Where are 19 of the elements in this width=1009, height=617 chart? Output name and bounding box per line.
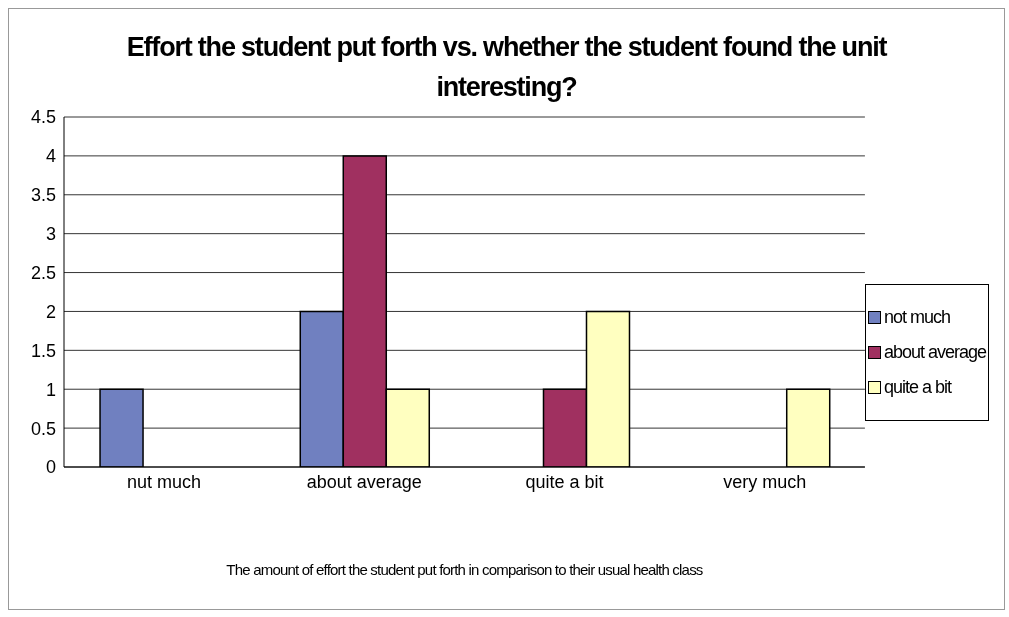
y-tick-label: 0 [45, 457, 56, 478]
y-tick-label: 2.5 [30, 262, 56, 283]
legend-label: not much [882, 306, 951, 328]
y-tick-label: 4.5 [30, 107, 56, 128]
x-tick-label: very much [723, 471, 807, 492]
x-tick-label: about average [306, 471, 422, 492]
legend-label: about average [882, 341, 986, 363]
y-tick-label: 0.5 [30, 418, 56, 439]
y-tick-label: 4 [45, 146, 56, 167]
y-tick-label: 3 [45, 224, 56, 245]
x-axis-title: The amount of effort the student put forth in comparison to their usual health class [226, 561, 703, 578]
y-tick-label: 2 [45, 301, 56, 322]
y-tick-label: 3.5 [30, 185, 56, 206]
legend-label: quite a bit [882, 376, 953, 398]
chart-title: Effort the student put forth vs. whether the student found the unit interesting? [126, 31, 887, 104]
x-tick-label: quite a bit [525, 471, 604, 492]
x-tick-label: nut much [127, 471, 202, 492]
y-tick-label: 1.5 [30, 340, 56, 361]
y-tick-label: 1 [45, 379, 56, 400]
